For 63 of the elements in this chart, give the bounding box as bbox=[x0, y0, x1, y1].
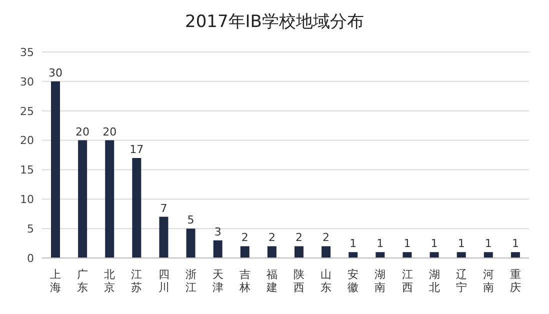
x-tick-label: 福建 bbox=[265, 268, 278, 294]
data-label: 1 bbox=[430, 237, 438, 250]
bar bbox=[376, 252, 385, 258]
bar bbox=[132, 158, 142, 258]
x-tick-label: 湖南 bbox=[374, 268, 386, 294]
data-label: 1 bbox=[512, 237, 519, 250]
y-tick-label: 35 bbox=[20, 46, 34, 59]
bar bbox=[78, 140, 88, 258]
x-tick-label: 四川 bbox=[158, 268, 170, 294]
y-tick-label: 10 bbox=[20, 193, 34, 206]
data-label: 17 bbox=[130, 142, 144, 156]
bar bbox=[51, 81, 60, 258]
data-label: 7 bbox=[160, 202, 168, 215]
x-tick-label: 山东 bbox=[320, 268, 332, 294]
x-tick-label: 浙江 bbox=[185, 268, 196, 294]
bar bbox=[322, 246, 331, 258]
x-tick-label: 北京 bbox=[104, 268, 116, 294]
bar bbox=[456, 252, 466, 258]
chart-title: 2017年IB学校地域分布 bbox=[184, 11, 365, 34]
data-label: 1 bbox=[404, 237, 411, 250]
bar bbox=[430, 252, 439, 258]
x-tick-label: 河南 bbox=[482, 268, 494, 294]
bar bbox=[402, 252, 412, 258]
y-tick-label: 30 bbox=[20, 75, 34, 88]
x-tick-label: 吉林 bbox=[238, 268, 250, 294]
data-label: 20 bbox=[102, 125, 117, 138]
x-tick-label: 上海 bbox=[50, 268, 62, 294]
x-tick-label: 江西 bbox=[402, 268, 413, 294]
data-label: 3 bbox=[214, 225, 222, 238]
data-label: 1 bbox=[458, 237, 465, 250]
data-label: 30 bbox=[48, 66, 62, 80]
bar bbox=[294, 246, 304, 258]
x-tick-label: 江苏 bbox=[131, 268, 142, 294]
x-tick-label: 重庆 bbox=[510, 268, 521, 294]
bar bbox=[348, 252, 358, 258]
bar bbox=[484, 252, 493, 258]
y-tick-label: 25 bbox=[20, 104, 34, 118]
x-tick-label: 天津 bbox=[212, 268, 224, 294]
x-tick-label: 辽宁 bbox=[456, 268, 467, 294]
data-label: 2 bbox=[322, 231, 330, 244]
data-label: 2 bbox=[296, 231, 302, 244]
bar bbox=[159, 216, 168, 258]
y-tick-label: 5 bbox=[27, 222, 34, 236]
bar bbox=[186, 228, 196, 258]
data-label: 5 bbox=[187, 214, 194, 227]
x-tick-label: 广东 bbox=[77, 268, 88, 294]
data-label: 2 bbox=[268, 231, 276, 244]
y-tick-label: 15 bbox=[20, 164, 34, 177]
y-tick-label: 20 bbox=[20, 134, 34, 148]
data-label: 1 bbox=[484, 237, 492, 250]
data-label: 1 bbox=[376, 237, 384, 250]
bar bbox=[510, 252, 520, 258]
bar bbox=[240, 246, 250, 258]
y-tick-label: 0 bbox=[27, 252, 34, 265]
x-tick-label: 安徽 bbox=[348, 268, 359, 294]
x-tick-label: 陕西 bbox=[294, 268, 305, 294]
bar bbox=[213, 240, 222, 258]
data-label: 1 bbox=[350, 237, 357, 250]
data-label: 20 bbox=[76, 125, 90, 138]
bar bbox=[267, 246, 276, 258]
bar bbox=[105, 140, 114, 258]
x-tick-label: 湖北 bbox=[428, 268, 440, 294]
data-label: 2 bbox=[241, 231, 248, 244]
